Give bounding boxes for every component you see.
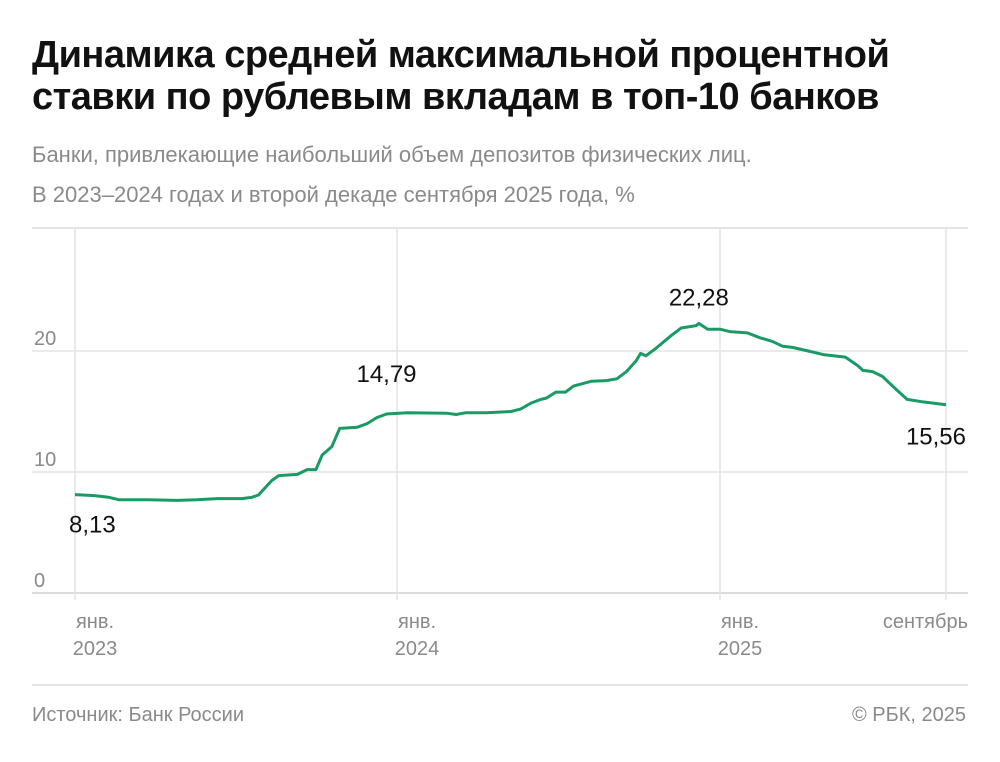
copyright: © РБК, 2025 bbox=[851, 704, 966, 726]
x-tick-year-label: 2024 bbox=[395, 638, 440, 660]
title-line-1: Динамика средней максимальной процентной bbox=[32, 34, 890, 76]
subtitle-line-2: В 2023–2024 годах и второй декаде сентяб… bbox=[32, 182, 635, 207]
x-tick-label: янв. bbox=[398, 611, 436, 633]
title-line-2: ставки по рублевым вкладам в топ-10 банк… bbox=[32, 76, 879, 118]
y-tick-label: 10 bbox=[34, 449, 56, 471]
data-label: 15,56 bbox=[906, 424, 966, 451]
source-note: Источник: Банк России bbox=[32, 704, 245, 726]
y-tick-label: 0 bbox=[34, 570, 45, 592]
subtitle-line-1: Банки, привлекающие наибольший объем деп… bbox=[32, 142, 752, 167]
x-tick-year-label: 2023 bbox=[73, 638, 118, 660]
y-tick-label: 20 bbox=[34, 328, 56, 350]
data-label: 8,13 bbox=[69, 512, 116, 539]
data-label: 14,79 bbox=[356, 361, 416, 388]
x-tick-label: янв. bbox=[76, 611, 114, 633]
x-tick-label: сентябрь bbox=[883, 611, 968, 633]
x-tick-year-label: 2025 bbox=[718, 638, 763, 660]
data-label: 22,28 bbox=[669, 284, 729, 311]
chart-title: Динамика средней максимальной процентной… bbox=[32, 34, 982, 118]
series-line bbox=[74, 321, 947, 502]
x-tick-label: янв. bbox=[721, 611, 759, 633]
